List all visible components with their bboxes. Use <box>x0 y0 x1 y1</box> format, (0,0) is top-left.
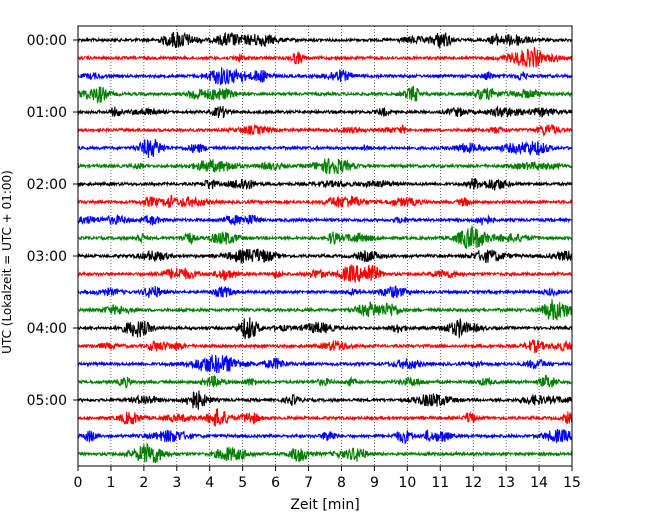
trace-10 <box>77 214 573 227</box>
x-tick-label-1: 1 <box>106 475 115 491</box>
y-tick-label-0: 00:00 <box>27 33 67 49</box>
x-tick-label-14: 14 <box>530 475 548 491</box>
trace-16 <box>77 317 573 339</box>
x-tick-label-11: 11 <box>431 475 449 491</box>
vertical-grid-lines <box>110 26 540 466</box>
trace-11 <box>77 225 573 249</box>
trace-5 <box>77 123 573 138</box>
trace-21 <box>77 408 573 427</box>
plot-frame <box>77 25 573 467</box>
x-tick-label-2: 2 <box>139 475 148 491</box>
y-tick-label-3: 03:00 <box>27 249 67 265</box>
x-tick-label-7: 7 <box>304 475 313 491</box>
y-tick-label-2: 02:00 <box>27 177 67 193</box>
x-tick-label-10: 10 <box>398 475 416 491</box>
trace-13 <box>77 263 573 283</box>
trace-2 <box>77 67 573 86</box>
x-tick-label-13: 13 <box>497 475 515 491</box>
y-tick-label-5: 05:00 <box>27 393 67 409</box>
trace-12 <box>77 248 573 265</box>
trace-18 <box>77 354 573 374</box>
y-tick-label-1: 01:00 <box>27 105 67 121</box>
x-tick-label-4: 4 <box>205 475 214 491</box>
y-axis-ticks: 00:00 01:00 02:00 03:00 04:00 05:00 <box>27 33 78 409</box>
x-tick-label-12: 12 <box>464 475 482 491</box>
trace-22 <box>77 428 573 446</box>
trace-0 <box>77 30 573 49</box>
trace-20 <box>77 390 573 410</box>
trace-9 <box>77 194 573 209</box>
trace-15 <box>77 299 573 321</box>
trace-8 <box>77 178 573 191</box>
x-tick-label-8: 8 <box>337 475 346 491</box>
x-tick-label-5: 5 <box>238 475 247 491</box>
x-axis-label: Zeit [min] <box>290 497 359 513</box>
trace-1 <box>77 47 573 68</box>
x-tick-label-3: 3 <box>172 475 181 491</box>
y-tick-label-4: 04:00 <box>27 321 67 337</box>
seismogram-traces <box>77 30 573 464</box>
trace-7 <box>77 158 573 175</box>
trace-4 <box>77 105 573 119</box>
y-axis-label: UTC (Lokalzeit = UTC + 01:00) <box>0 170 14 354</box>
trace-17 <box>77 339 573 354</box>
x-axis-ticks: 0 1 2 3 4 5 6 7 8 9 10 11 12 13 14 15 <box>74 466 581 491</box>
x-tick-label-9: 9 <box>370 475 379 491</box>
x-tick-label-6: 6 <box>271 475 280 491</box>
x-tick-label-0: 0 <box>74 475 83 491</box>
x-tick-label-15: 15 <box>563 475 581 491</box>
trace-3 <box>77 85 573 104</box>
trace-19 <box>77 374 573 389</box>
trace-14 <box>77 285 573 299</box>
trace-6 <box>77 139 572 159</box>
trace-23 <box>77 442 573 464</box>
